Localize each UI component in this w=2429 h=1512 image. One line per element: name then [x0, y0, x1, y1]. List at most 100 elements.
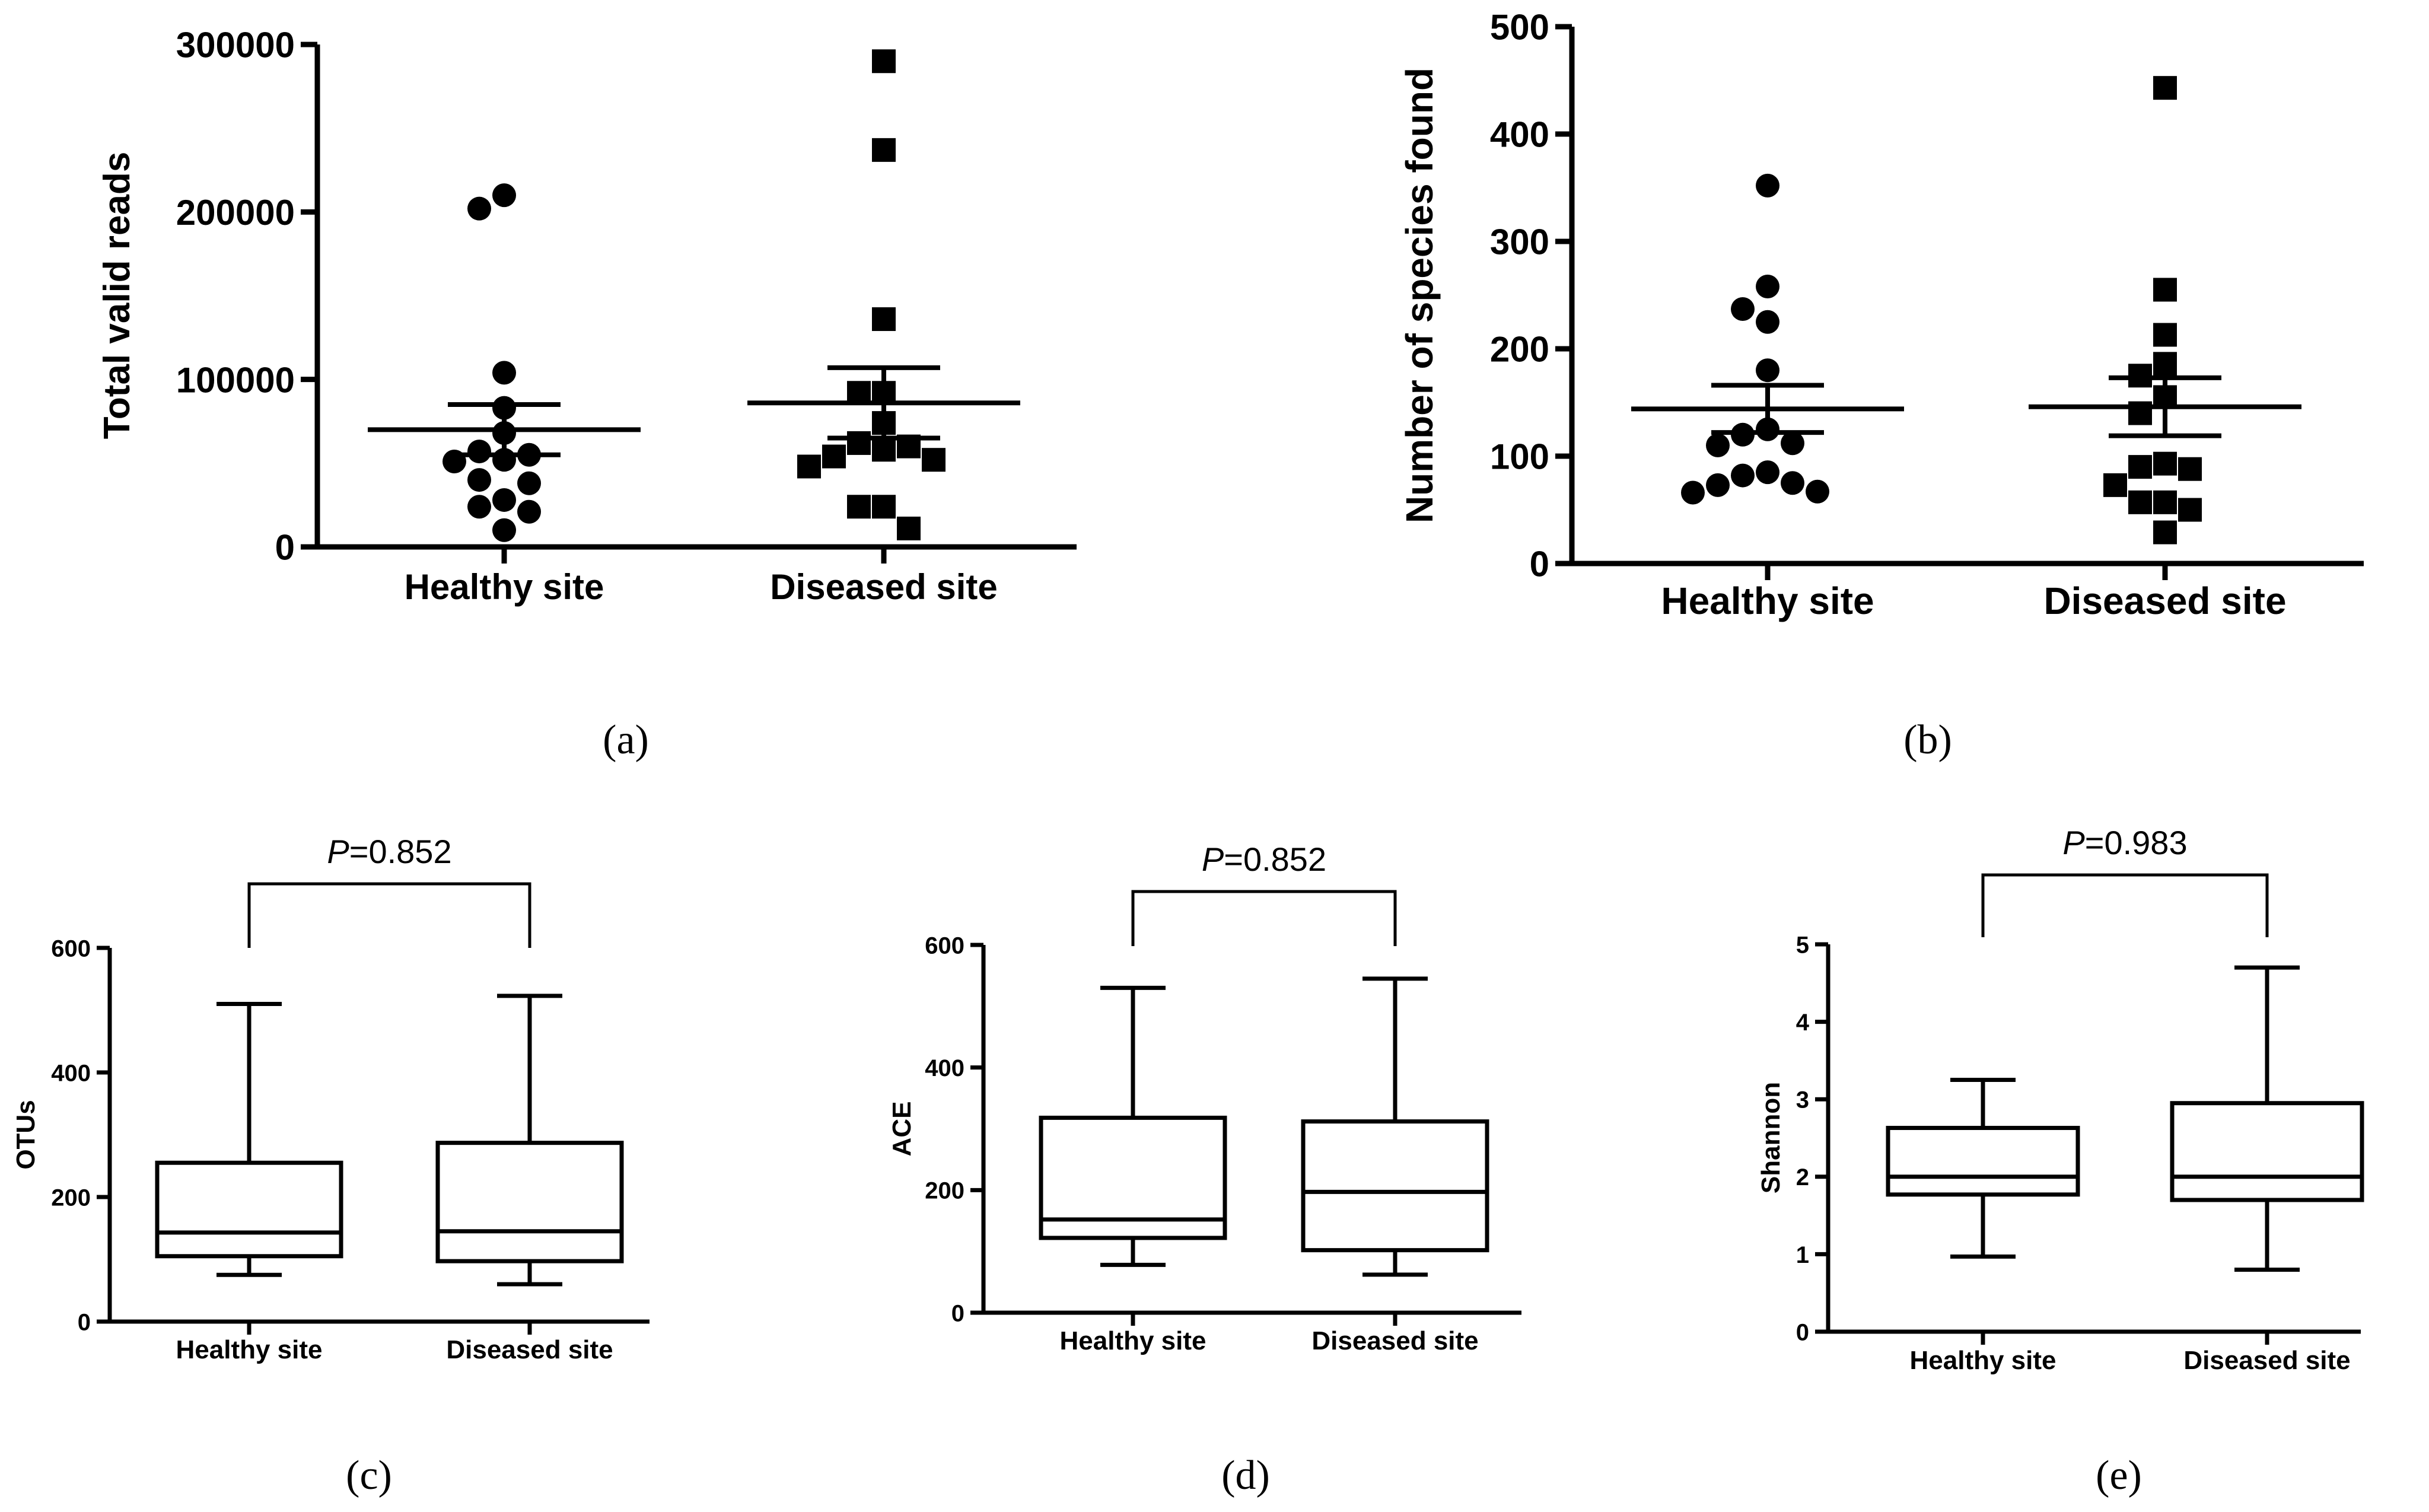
- data-point: [1781, 431, 1804, 456]
- y-tick-label: 100000: [176, 360, 295, 400]
- y-tick-label: 200: [1490, 330, 1549, 370]
- data-point: [492, 361, 516, 385]
- y-tick-label: 400: [925, 1055, 964, 1081]
- y-axis-title: Shannon: [1756, 1082, 1785, 1193]
- data-point: [2128, 455, 2152, 479]
- data-point: [1731, 463, 1755, 488]
- data-point: [492, 518, 516, 542]
- x-tick-label: Healthy site: [1910, 1346, 2056, 1375]
- data-point: [2153, 76, 2177, 100]
- panel-caption: (a): [603, 717, 649, 763]
- panel-caption: (b): [1903, 717, 1952, 763]
- data-point: [2103, 473, 2127, 497]
- y-axis-title: Total valid reads: [97, 152, 138, 440]
- data-point: [897, 516, 921, 540]
- y-tick-label: 0: [1796, 1319, 1809, 1345]
- box: [1039, 1115, 1227, 1240]
- y-tick-label: 600: [925, 932, 964, 959]
- y-tick-label: 2: [1796, 1164, 1809, 1190]
- y-axis-title: OTUs: [11, 1100, 40, 1169]
- box: [1301, 1119, 1489, 1253]
- y-tick-label: 200: [51, 1185, 91, 1211]
- data-point: [1781, 471, 1804, 495]
- data-point: [2153, 352, 2177, 376]
- y-tick-label: 200000: [176, 193, 295, 233]
- data-point: [2153, 278, 2177, 302]
- y-tick-label: 0: [275, 528, 295, 568]
- data-point: [1706, 433, 1730, 457]
- y-tick-label: 0: [78, 1309, 91, 1335]
- x-tick-label: Diseased site: [1311, 1326, 1478, 1355]
- data-point: [517, 471, 541, 495]
- data-point: [2178, 498, 2202, 522]
- chart-panel-1: 0 100000 200000 300000 Healthy site Diseased …: [97, 26, 1077, 763]
- significance-bracket: [1131, 890, 1397, 946]
- y-tick-label: 0: [951, 1300, 964, 1326]
- data-point: [2153, 323, 2177, 347]
- data-point: [1681, 480, 1705, 505]
- p-value-label: P=0.852: [327, 833, 451, 870]
- data-point: [2153, 490, 2177, 514]
- x-tick-label: Healthy site: [405, 567, 604, 607]
- y-tick-label: 600: [51, 935, 91, 962]
- panel-caption: (c): [346, 1453, 392, 1498]
- p-value-number: =0.983: [2085, 824, 2188, 861]
- box: [155, 1160, 343, 1259]
- box: [2170, 1101, 2364, 1202]
- y-tick-label: 300: [1490, 222, 1549, 262]
- data-point: [2153, 451, 2177, 476]
- data-point: [2153, 520, 2177, 545]
- data-point: [1731, 297, 1755, 322]
- x-tick-label: Diseased site: [446, 1335, 613, 1364]
- data-point: [467, 495, 491, 519]
- data-point: [872, 307, 896, 332]
- data-point: [467, 440, 491, 464]
- data-point: [1756, 358, 1779, 383]
- panel-caption: (e): [2096, 1453, 2142, 1498]
- data-point: [922, 448, 946, 472]
- p-value-number: =0.852: [349, 833, 452, 870]
- x-tick-label: Healthy site: [1661, 580, 1874, 622]
- y-tick-label: 200: [925, 1178, 964, 1204]
- y-tick-label: 3: [1796, 1087, 1809, 1113]
- data-point: [2128, 490, 2152, 514]
- data-point: [492, 183, 516, 208]
- p-value-label: P=0.852: [1202, 841, 1326, 878]
- data-point: [1706, 473, 1730, 497]
- data-point: [847, 495, 871, 519]
- data-point: [467, 196, 491, 221]
- x-tick-label: Diseased site: [2043, 580, 2286, 622]
- chart-panel-4: 0 200 400 600 Healthy site Diseased site ACE (d…: [887, 841, 1521, 1498]
- data-point: [1756, 173, 1779, 198]
- p-value-letter: P: [327, 833, 349, 870]
- chart-panel-3: 0 200 400 600 Healthy site Diseased site OTUs (…: [11, 833, 650, 1498]
- panel-caption: (d): [1221, 1453, 1270, 1498]
- data-point: [822, 444, 846, 469]
- data-point: [1756, 275, 1779, 299]
- y-axis-title: Number of species found: [1398, 68, 1441, 523]
- x-tick-label: Diseased site: [2183, 1346, 2350, 1375]
- x-tick-label: Healthy site: [1060, 1326, 1206, 1355]
- y-tick-label: 100: [1490, 437, 1549, 477]
- x-tick-label: Diseased site: [770, 567, 998, 607]
- p-value-letter: P: [2062, 824, 2084, 861]
- chart-panel-5: 0 1 2 3 4 5 Healthy site Diseased site Shannon (e…: [1756, 824, 2364, 1498]
- data-point: [517, 499, 541, 524]
- significance-bracket: [1981, 873, 2269, 937]
- p-value-label: P=0.983: [2062, 824, 2187, 861]
- y-tick-label: 500: [1490, 8, 1549, 47]
- y-tick-label: 300000: [176, 26, 295, 65]
- x-tick-label: Healthy site: [176, 1335, 323, 1364]
- data-point: [1756, 460, 1779, 485]
- data-point: [467, 468, 491, 492]
- data-point: [2178, 457, 2202, 481]
- data-point: [872, 495, 896, 519]
- y-axis-title: ACE: [887, 1102, 916, 1157]
- data-point: [872, 49, 896, 74]
- significance-bracket: [247, 882, 531, 948]
- y-tick-label: 0: [1530, 545, 1549, 584]
- data-point: [872, 438, 896, 462]
- y-tick-label: 4: [1796, 1010, 1810, 1036]
- data-point: [872, 138, 896, 162]
